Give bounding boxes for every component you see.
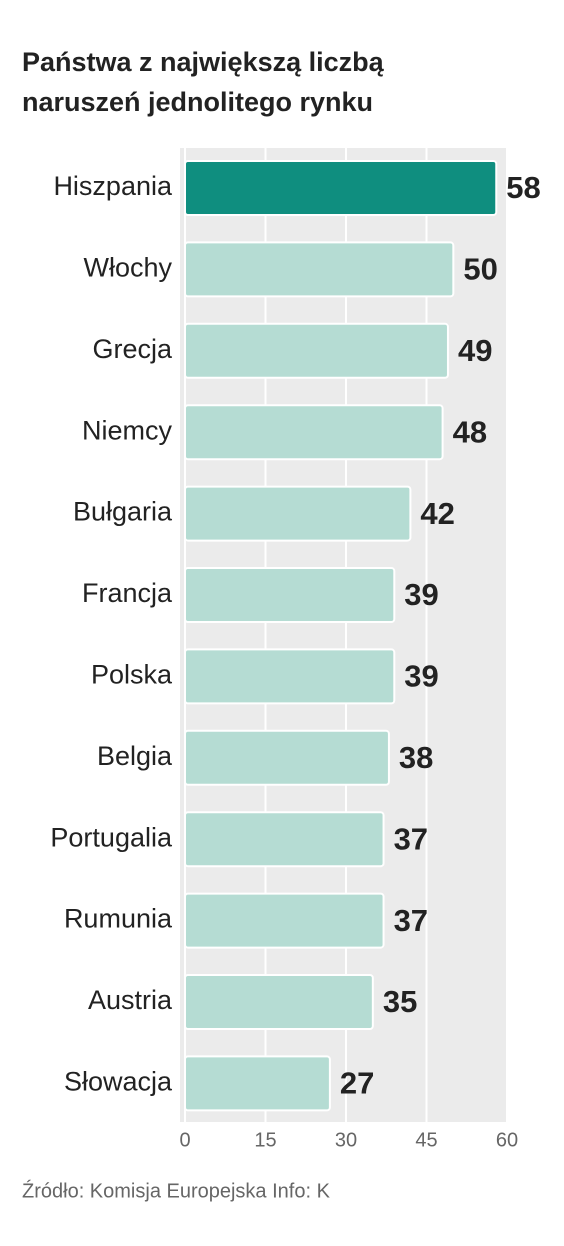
y-tick-label: Hiszpania [53,171,173,201]
y-tick-label: Słowacja [64,1067,173,1097]
bar [184,160,498,216]
bar [184,811,385,868]
value-label: 49 [458,333,492,368]
bar [184,729,390,786]
value-label: 39 [404,659,438,694]
value-label: 35 [383,984,417,1019]
x-tick-label: 30 [335,1129,357,1151]
bar [184,241,455,298]
value-label: 39 [404,577,438,612]
x-tick-label: 45 [415,1129,437,1151]
y-tick-label: Rumunia [64,904,173,934]
x-tick-label: 15 [254,1129,276,1151]
bar [184,892,385,949]
chart-title: Państwa z największą liczbą [22,47,385,77]
bar [184,1055,331,1112]
value-label: 38 [399,740,433,775]
y-tick-label: Bułgaria [73,497,173,527]
source: Źródło: Komisja Europejska Info: K [22,1179,331,1202]
value-label: 58 [506,170,540,205]
bar [184,485,412,542]
y-tick-label: Portugalia [50,822,173,852]
y-tick-label: Francja [82,578,173,608]
value-label: 48 [453,414,487,449]
value-label: 50 [463,252,497,287]
value-label: 37 [394,903,428,938]
plot-panel [180,148,508,1122]
y-tick-label: Niemcy [82,415,173,445]
y-tick-label: Austria [88,985,173,1015]
bar [184,567,396,623]
bar [184,322,449,379]
bar [184,404,444,461]
bar [184,974,374,1030]
x-tick-label: 60 [496,1129,518,1151]
bar [184,648,396,705]
y-tick-label: Włochy [83,253,172,283]
y-tick-label: Grecja [92,334,173,364]
x-tick-label: 0 [179,1129,190,1151]
chart-title: naruszeń jednolitego rynku [22,87,373,117]
value-label: 37 [394,821,428,856]
y-tick-label: Polska [91,660,173,690]
value-label: 27 [340,1066,374,1101]
value-label: 42 [420,496,454,531]
y-tick-label: Belgia [97,741,173,771]
